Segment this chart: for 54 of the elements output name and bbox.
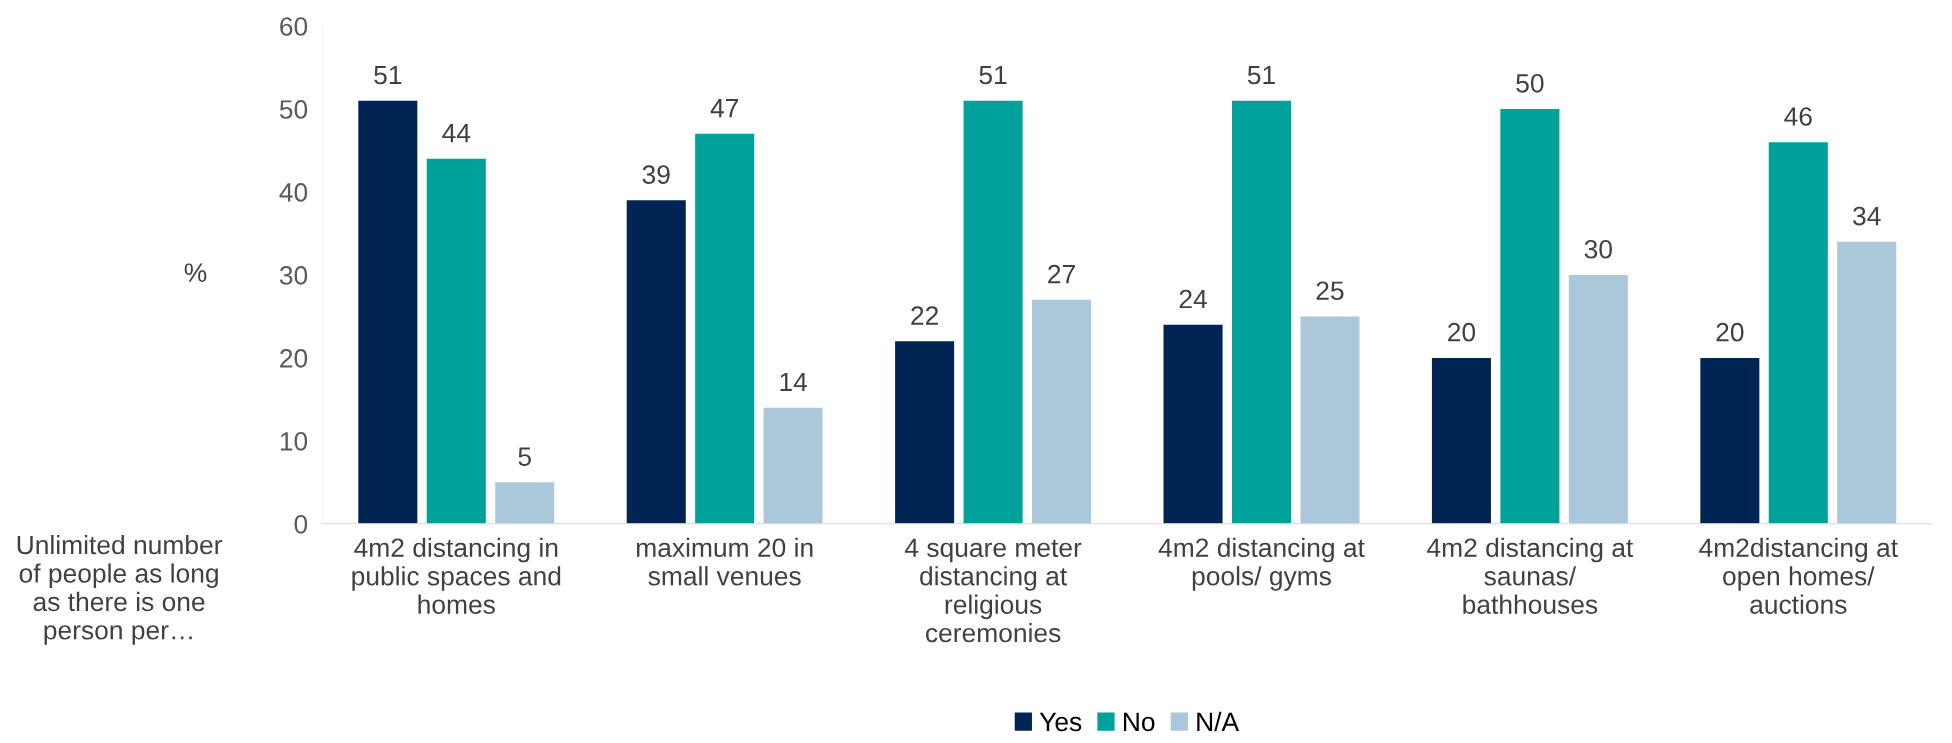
bar — [1032, 299, 1092, 524]
bar — [1768, 142, 1828, 524]
data-label: 46 — [1784, 107, 1812, 126]
y-tick-label: 30 — [279, 266, 308, 285]
y-tick-label: 50 — [279, 100, 308, 119]
data-label: 51 — [374, 65, 402, 85]
legend-label: Yes — [1039, 712, 1082, 732]
bar — [1568, 274, 1628, 524]
bar — [963, 100, 1023, 524]
bar — [626, 200, 686, 524]
data-label: 25 — [1316, 281, 1344, 301]
x-tick-label: 4m2 distancing at saunas/ bathhouses — [1427, 537, 1634, 614]
data-label: 51 — [1247, 65, 1275, 85]
bar — [1700, 357, 1760, 524]
x-tick-label: maximum 20 in small venues — [636, 537, 813, 586]
data-label: 34 — [1853, 206, 1881, 226]
bar — [1837, 241, 1897, 524]
bar — [1231, 100, 1291, 524]
data-label: 27 — [1048, 264, 1075, 284]
bar — [1500, 108, 1560, 524]
x-axis-title: Unlimited number of people as long as there is one person per… — [17, 534, 223, 645]
bar — [358, 100, 418, 524]
data-label: 47 — [710, 99, 739, 118]
y-tick-label: 20 — [280, 349, 308, 368]
data-label: 22 — [911, 306, 938, 325]
legend-label: No — [1123, 712, 1155, 732]
bar — [1431, 357, 1491, 524]
data-label: 30 — [1584, 239, 1612, 259]
data-label: 20 — [1448, 322, 1476, 342]
x-tick-label: 4m2 distancing at pools/ gyms — [1158, 537, 1365, 591]
bar — [895, 341, 955, 524]
bar — [1300, 316, 1360, 524]
data-label: 39 — [642, 165, 670, 184]
data-label: 44 — [442, 124, 471, 143]
x-tick-label: 4 square meter distancing at religious ceremonies — [904, 538, 1082, 643]
y-tick-label: 60 — [280, 17, 308, 36]
data-label: 24 — [1179, 289, 1207, 309]
bar — [1163, 324, 1223, 524]
bar — [763, 407, 823, 524]
legend-label: N/A — [1197, 711, 1240, 732]
bar — [695, 133, 755, 524]
data-label: 20 — [1716, 322, 1744, 342]
data-label: 5 — [518, 447, 531, 466]
y-tick-label: 10 — [280, 431, 308, 451]
bar — [495, 482, 555, 524]
bar — [426, 158, 486, 524]
y-axis-title: % — [184, 263, 207, 282]
y-tick-label: 40 — [279, 183, 308, 202]
data-label: 14 — [780, 372, 808, 392]
data-label: 51 — [979, 65, 1007, 85]
y-tick-label: 0 — [294, 514, 308, 534]
x-tick-label: 4m2distancing at open homes/ auctions — [1699, 537, 1898, 614]
data-label: 50 — [1516, 73, 1544, 93]
x-tick-label: 4m2 distancing in public spaces and homes — [352, 537, 561, 614]
